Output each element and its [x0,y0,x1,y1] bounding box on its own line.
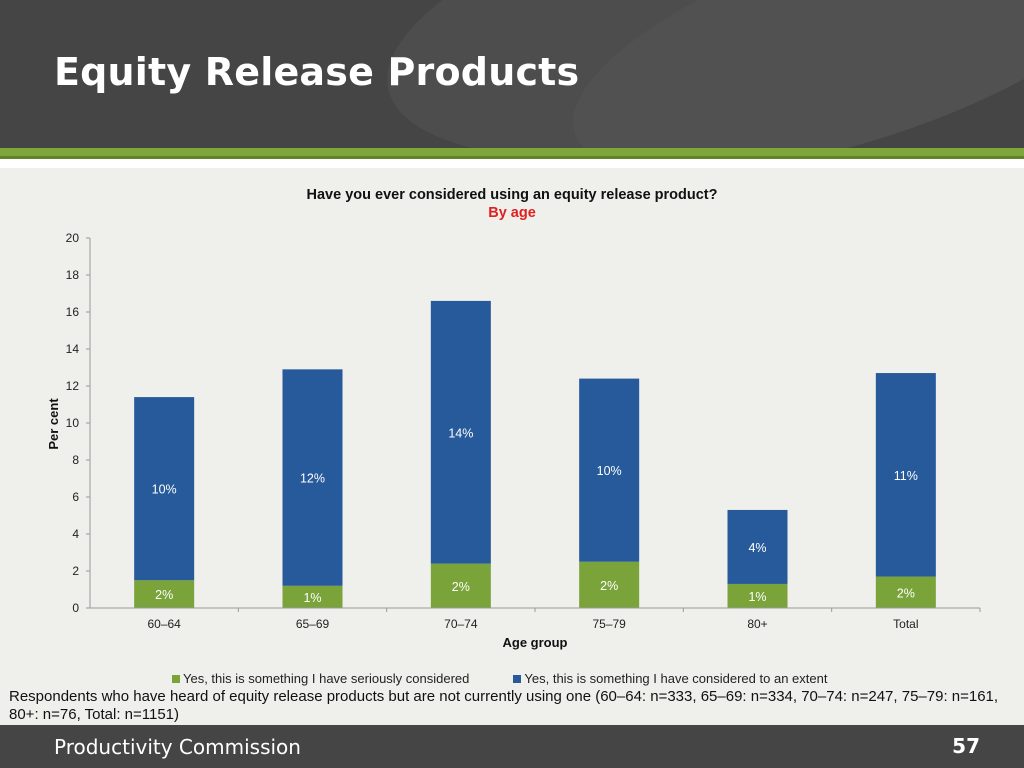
y-tick-label: 12 [66,379,80,393]
data-label: 14% [448,426,473,440]
data-label: 12% [300,472,325,486]
accent-band-dark [0,156,1024,159]
y-tick-label: 14 [66,342,80,356]
legend-swatch-seriously [172,674,180,683]
x-tick-label: Total [893,617,918,631]
chart-subtitle: By age [488,205,536,221]
y-tick-label: 6 [72,490,79,504]
footnote: Respondents who have heard of equity rel… [9,688,999,723]
y-tick-label: 18 [66,268,80,282]
x-tick-label: 80+ [747,617,767,631]
chart-legend: Yes, this is something I have seriously … [172,671,827,686]
bar-seriously-considered [282,585,343,608]
chart: Have you ever considered using an equity… [46,187,981,650]
x-axis-label: Age group [503,635,568,650]
data-label: 11% [894,469,918,483]
y-axis: 0 2 4 6 8 10 12 14 16 18 20 [66,231,91,615]
slide-footer: Productivity Commission 57 [0,725,1024,768]
x-tick-label: 60–64 [147,617,181,631]
bar-seriously-considered [579,561,640,608]
bar-seriously-considered [430,563,491,608]
accent-band [0,148,1024,156]
data-label: 10% [152,483,177,497]
data-label: 2% [155,588,173,602]
bar-considered-extent [579,378,640,562]
slide-title: Equity Release Products [54,50,580,94]
slide-header: Equity Release Products [0,0,1024,148]
x-tick-label: 75–79 [592,617,626,631]
data-label: 4% [748,541,766,555]
bar-considered-extent [134,397,195,581]
data-label: 1% [303,591,321,605]
data-label: 2% [897,586,915,600]
legend-item-extent: Yes, this is something I have considered… [513,671,827,686]
x-tick-label: 70–74 [444,617,478,631]
bar-seriously-considered [875,576,936,608]
x-axis: 60–64 65–69 70–74 75–79 80+ Total [90,607,981,631]
legend-item-seriously: Yes, this is something I have seriously … [172,671,469,686]
bar-considered-extent [875,373,936,577]
y-tick-label: 20 [66,231,80,245]
y-tick-label: 2 [72,564,79,578]
bar-considered-extent [282,369,343,586]
page-number: 57 [952,734,980,758]
y-axis-label: Per cent [46,398,61,450]
bar-considered-extent [430,300,491,564]
legend-label-extent: Yes, this is something I have considered… [524,671,828,686]
y-tick-label: 8 [72,453,79,467]
divider [0,159,1024,168]
data-label: 2% [452,580,470,594]
data-label: 10% [597,464,622,478]
bars: 2% 10% 1% 12% 2% 14% 2% 10% 1% 4% 2% 11% [134,300,936,608]
bar-considered-extent [727,509,788,584]
footer-organisation: Productivity Commission [54,735,301,759]
y-tick-label: 0 [72,601,79,615]
y-tick-label: 10 [66,416,80,430]
chart-title: Have you ever considered using an equity… [307,187,718,203]
legend-swatch-extent [513,674,522,683]
bar-seriously-considered [134,580,195,608]
data-label: 2% [600,579,618,593]
y-tick-label: 4 [72,527,79,541]
y-tick-label: 16 [66,305,80,319]
data-label: 1% [748,590,766,604]
legend-label-seriously: Yes, this is something I have seriously … [183,671,470,686]
bar-seriously-considered [727,583,788,608]
x-tick-label: 65–69 [296,617,330,631]
